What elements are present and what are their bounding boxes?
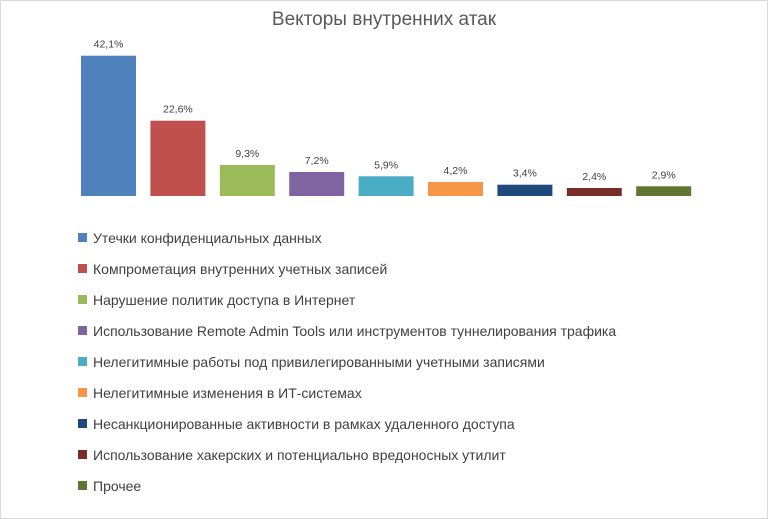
data-label-2: 22,6% [163,104,193,116]
legend-label: Прочее [93,477,142,494]
bar-1 [81,55,136,197]
legend-label: Несанкционированные активности в рамках … [93,415,515,432]
legend-swatch [78,450,87,459]
legend-label: Нарушение политик доступа в Интернет [93,291,356,308]
data-label-1: 42,1% [94,39,124,51]
legend-item: Несанкционированные активности в рамках … [78,408,616,439]
legend-swatch [78,326,87,335]
legend-item: Нелегитимные изменения в ИТ-системах [78,377,616,408]
legend-item: Нелегитимные работы под привилегированны… [78,346,616,377]
legend-swatch [78,481,87,490]
bar-7 [497,184,553,196]
plot-area: 42,1% 22,6% 9,3% 7,2% 5,9% 4,2% 3,4% 2,4% 2,9% [81,39,692,197]
legend-label: Компрометация внутренних учетных записей [93,260,388,277]
legend-swatch [78,295,87,304]
legend-swatch [78,233,87,242]
bar-5 [358,176,414,196]
data-label-6: 4,2% [444,165,468,177]
data-label-7: 3,4% [513,168,537,180]
bar-4 [289,172,345,196]
chart-title: Векторы внутренних атак [271,9,497,30]
legend-label: Использование хакерских и потенциально в… [93,446,506,463]
legend-swatch [78,357,87,366]
legend-item: Использование Remote Admin Tools или инс… [78,315,616,346]
legend-swatch [78,388,87,397]
legend-swatch [78,264,87,273]
bar-6 [428,182,483,196]
data-label-4: 7,2% [305,155,329,167]
bar-2 [150,120,206,196]
legend-swatch [78,419,87,428]
legend-item: Компрометация внутренних учетных записей [78,253,616,284]
bar-8 [566,188,622,196]
legend-label: Использование Remote Admin Tools или инс… [93,322,617,339]
bar-9 [636,186,692,196]
data-label-5: 5,9% [374,159,398,171]
legend-label: Нелегитимные работы под привилегированны… [93,353,545,370]
bar-3 [219,165,275,196]
legend-item: Прочее [78,470,616,501]
legend-item: Утечки конфиденциальных данных [78,222,616,253]
data-label-9: 2,9% [652,169,676,181]
legend-item: Нарушение политик доступа в Интернет [78,284,616,315]
legend-item: Использование хакерских и потенциально в… [78,439,616,470]
legend-label: Нелегитимные изменения в ИТ-системах [93,384,362,401]
data-label-3: 9,3% [235,148,259,160]
data-label-8: 2,4% [582,171,606,183]
chart-legend: Утечки конфиденциальных данных Компромета… [78,222,616,501]
legend-label: Утечки конфиденциальных данных [93,229,322,246]
